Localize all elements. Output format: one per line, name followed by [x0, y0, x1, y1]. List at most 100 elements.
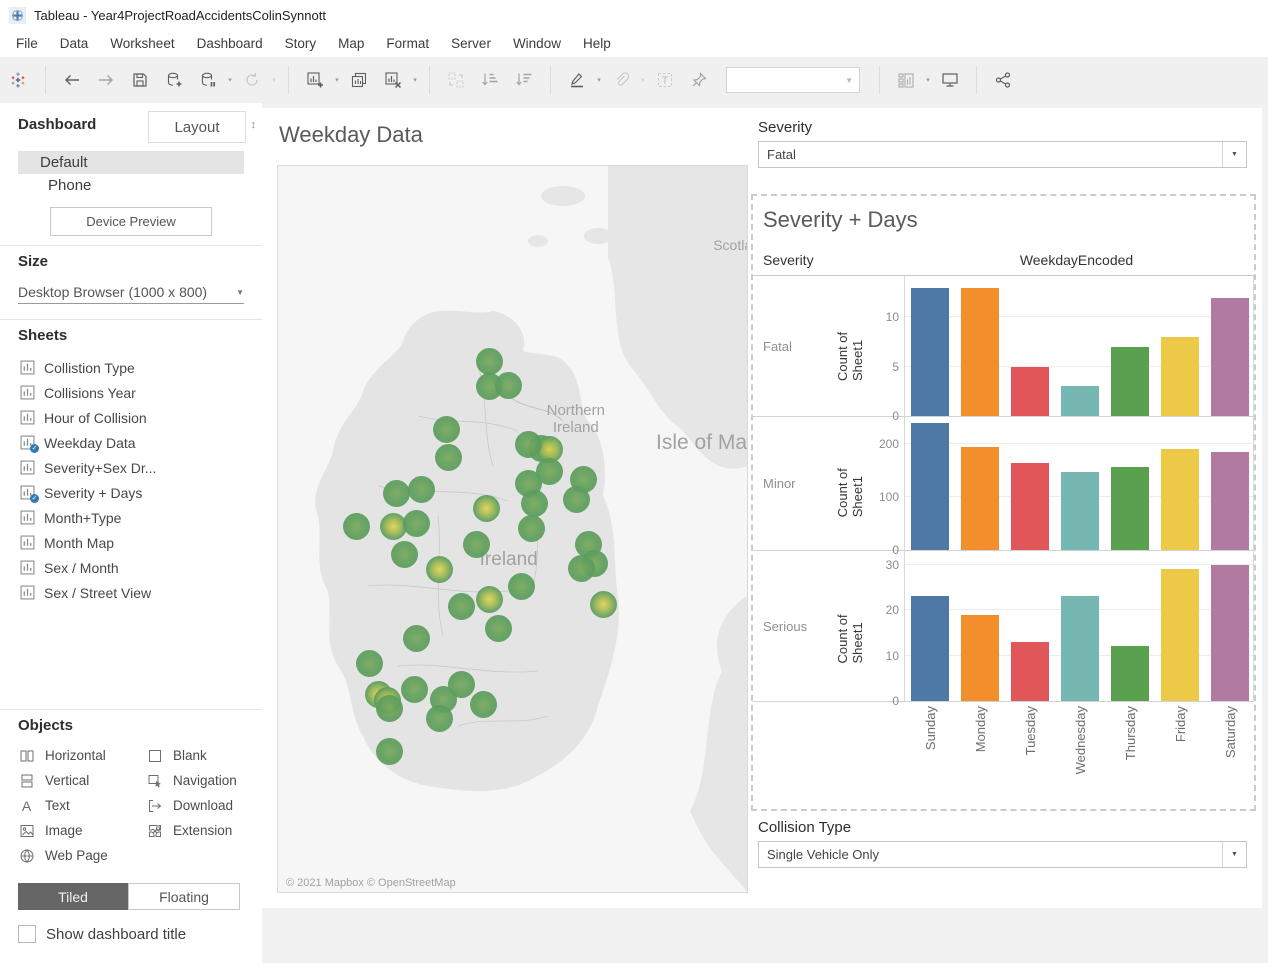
density-mark[interactable]: [403, 510, 430, 537]
size-dropdown[interactable]: Desktop Browser (1000 x 800) ▼: [18, 281, 244, 304]
sheet-item-severity-days[interactable]: ✓Severity + Days: [0, 480, 262, 505]
show-dashboard-title-checkbox[interactable]: [18, 925, 36, 943]
sheet-item-weekday-data[interactable]: ✓Weekday Data: [0, 430, 262, 455]
bar-serious-friday[interactable]: [1161, 569, 1199, 701]
redo-icon[interactable]: [92, 65, 120, 95]
menu-format[interactable]: Format: [375, 36, 440, 51]
object-text[interactable]: AText: [18, 793, 70, 818]
show-mark-labels-icon[interactable]: [651, 65, 679, 95]
bar-serious-tuesday[interactable]: [1011, 642, 1049, 701]
sheet-item-month-type[interactable]: Month+Type: [0, 505, 262, 530]
density-mark[interactable]: [448, 593, 475, 620]
sheet-item-hour-of-collision[interactable]: Hour of Collision: [0, 405, 262, 430]
new-worksheet-caret-icon[interactable]: ▾: [332, 76, 342, 84]
density-mark[interactable]: [401, 676, 428, 703]
bar-serious-monday[interactable]: [961, 615, 999, 701]
device-mode-phone[interactable]: Phone: [18, 174, 244, 197]
sheet-item-sex-street-view[interactable]: Sex / Street View: [0, 580, 262, 605]
run-auto-updates-caret-icon[interactable]: ▾: [269, 76, 279, 84]
density-mark[interactable]: [470, 691, 497, 718]
density-mark[interactable]: [408, 476, 435, 503]
bar-fatal-monday[interactable]: [961, 288, 999, 416]
sheet-item-sex-month[interactable]: Sex / Month: [0, 555, 262, 580]
sheet-item-collistion-type[interactable]: Collistion Type: [0, 355, 262, 380]
object-download[interactable]: Download: [146, 793, 233, 818]
pane-collapse-icon[interactable]: ↕: [251, 119, 257, 131]
sheet-item-severity-sex-dr[interactable]: Severity+Sex Dr...: [0, 455, 262, 480]
pause-auto-updates-caret-icon[interactable]: ▾: [225, 76, 235, 84]
presentation-mode-icon[interactable]: [936, 65, 964, 95]
density-mark[interactable]: [426, 556, 453, 583]
duplicate-sheet-icon[interactable]: [345, 65, 373, 95]
bar-serious-sunday[interactable]: [911, 596, 949, 701]
bar-serious-saturday[interactable]: [1211, 565, 1249, 701]
device-preview-button[interactable]: Device Preview: [50, 207, 212, 236]
density-mark[interactable]: [343, 513, 370, 540]
show-hide-cards-caret-icon[interactable]: ▾: [923, 76, 933, 84]
weekday-map[interactable]: © 2021 Mapbox © OpenStreetMap ScotlandNo…: [277, 165, 748, 893]
group-members-icon[interactable]: [607, 65, 635, 95]
chevron-down-icon[interactable]: ▼: [1222, 842, 1246, 867]
menu-help[interactable]: Help: [572, 36, 622, 51]
sort-descending-icon[interactable]: [510, 65, 538, 95]
collision-filter-dropdown[interactable]: Single Vehicle Only ▼: [758, 841, 1247, 868]
menu-data[interactable]: Data: [49, 36, 100, 51]
floating-button[interactable]: Floating: [128, 883, 240, 910]
y-axis[interactable]: Count of Sheet10510: [833, 276, 904, 416]
object-navigation[interactable]: Navigation: [146, 768, 237, 793]
density-mark[interactable]: [521, 490, 548, 517]
run-auto-updates-icon[interactable]: [238, 65, 266, 95]
bar-fatal-thursday[interactable]: [1111, 347, 1149, 416]
bar-fatal-tuesday[interactable]: [1011, 367, 1049, 416]
density-mark[interactable]: [518, 515, 545, 542]
menu-window[interactable]: Window: [502, 36, 572, 51]
chevron-down-icon[interactable]: ▼: [1222, 142, 1246, 167]
bar-fatal-saturday[interactable]: [1211, 298, 1249, 416]
bar-fatal-sunday[interactable]: [911, 288, 949, 416]
menu-file[interactable]: File: [5, 36, 49, 51]
density-mark[interactable]: [590, 591, 617, 618]
density-mark[interactable]: [391, 541, 418, 568]
density-mark[interactable]: [495, 372, 522, 399]
y-axis[interactable]: Count of Sheet10100200: [833, 417, 904, 550]
density-mark[interactable]: [403, 625, 430, 652]
menu-dashboard[interactable]: Dashboard: [186, 36, 274, 51]
undo-icon[interactable]: [58, 65, 86, 95]
menu-server[interactable]: Server: [440, 36, 502, 51]
density-mark[interactable]: [563, 486, 590, 513]
highlight-caret-icon[interactable]: ▾: [594, 76, 604, 84]
density-mark[interactable]: [426, 705, 453, 732]
density-mark[interactable]: [485, 615, 512, 642]
severity-days-panel[interactable]: Severity + Days Severity WeekdayEncoded …: [751, 194, 1256, 811]
device-mode-default[interactable]: Default: [18, 151, 244, 174]
density-mark[interactable]: [515, 431, 542, 458]
density-mark[interactable]: [476, 586, 503, 613]
share-icon[interactable]: [989, 65, 1017, 95]
tiled-button[interactable]: Tiled: [18, 883, 128, 910]
bar-minor-tuesday[interactable]: [1011, 463, 1049, 550]
fix-axes-icon[interactable]: [685, 65, 713, 95]
density-mark[interactable]: [473, 495, 500, 522]
object-vertical[interactable]: Vertical: [18, 768, 89, 793]
object-image[interactable]: Image: [18, 818, 83, 843]
tab-layout[interactable]: Layout: [148, 111, 246, 143]
object-blank[interactable]: Blank: [146, 743, 207, 768]
bar-fatal-friday[interactable]: [1161, 337, 1199, 416]
bar-minor-thursday[interactable]: [1111, 467, 1149, 550]
bar-minor-monday[interactable]: [961, 447, 999, 550]
density-mark[interactable]: [568, 555, 595, 582]
object-extension[interactable]: Extension: [146, 818, 232, 843]
fit-selector[interactable]: ▼: [726, 67, 860, 93]
highlight-icon[interactable]: [563, 65, 591, 95]
clear-sheet-caret-icon[interactable]: ▾: [410, 76, 420, 84]
bar-serious-wednesday[interactable]: [1061, 596, 1099, 701]
menu-map[interactable]: Map: [327, 36, 375, 51]
sheet-item-month-map[interactable]: Month Map: [0, 530, 262, 555]
density-mark[interactable]: [433, 416, 460, 443]
object-horizontal[interactable]: Horizontal: [18, 743, 106, 768]
save-icon[interactable]: [126, 65, 154, 95]
density-mark[interactable]: [463, 531, 490, 558]
tab-dashboard[interactable]: Dashboard: [18, 116, 96, 133]
pause-auto-updates-icon[interactable]: [194, 65, 222, 95]
severity-filter-dropdown[interactable]: Fatal ▼: [758, 141, 1247, 168]
